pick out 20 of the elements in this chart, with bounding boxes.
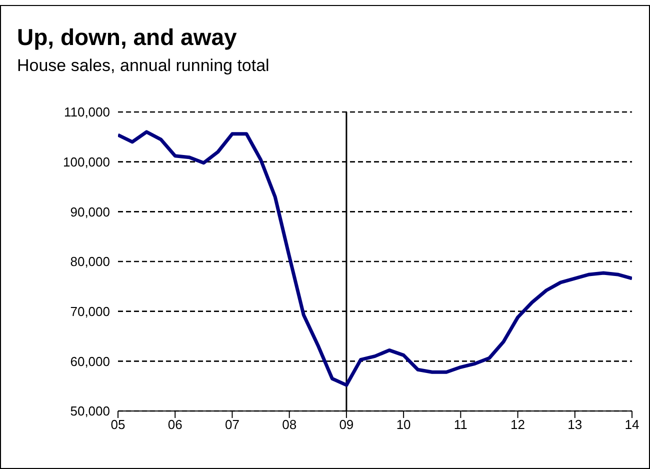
x-tick-label: 11 bbox=[454, 417, 468, 432]
chart-subtitle: House sales, annual running total bbox=[17, 56, 270, 76]
y-tick-label: 80,000 bbox=[70, 254, 110, 270]
y-tick-label: 50,000 bbox=[70, 404, 110, 419]
x-tick-label: 07 bbox=[224, 417, 240, 432]
y-tick-label: 70,000 bbox=[70, 304, 110, 319]
x-tick-label: 08 bbox=[282, 417, 297, 432]
y-tick-label: 90,000 bbox=[70, 204, 110, 220]
x-tick-label: 10 bbox=[396, 417, 411, 432]
y-tick-label: 100,000 bbox=[63, 154, 110, 170]
x-tick-label: 14 bbox=[624, 417, 640, 432]
x-tick-label: 09 bbox=[339, 417, 354, 432]
x-tick-label: 12 bbox=[510, 417, 526, 432]
line-series bbox=[118, 130, 632, 387]
chart-title: Up, down, and away bbox=[17, 24, 237, 51]
x-tick-label: 05 bbox=[110, 417, 126, 432]
y-tick-label: 110,000 bbox=[64, 104, 110, 120]
x-tick-label: 13 bbox=[568, 417, 582, 432]
x-tick-label: 06 bbox=[168, 417, 182, 432]
y-tick-label: 60,000 bbox=[70, 354, 110, 369]
